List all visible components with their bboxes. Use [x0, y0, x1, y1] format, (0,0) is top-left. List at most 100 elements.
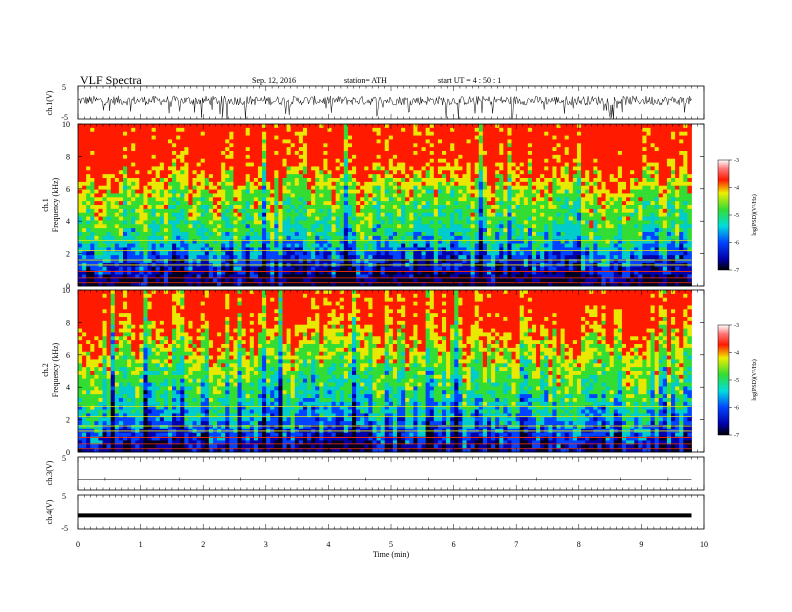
spectrogram-cell	[421, 166, 427, 171]
spectrogram-cell	[122, 154, 128, 160]
spectrogram-cell	[335, 166, 341, 171]
spectrogram-cell	[446, 170, 451, 175]
spectrogram-cell	[360, 266, 365, 271]
spectrogram-cell	[368, 228, 373, 233]
spectrogram-cell	[212, 243, 218, 248]
spectrogram-cell	[433, 239, 439, 244]
spectrogram-cell	[478, 251, 484, 256]
spectrogram-cell	[462, 282, 467, 287]
spectrogram-cell	[323, 151, 328, 156]
spectrogram-cell	[167, 266, 173, 271]
spectrogram-cell	[274, 135, 279, 140]
spectrogram-cell	[307, 166, 312, 171]
spectrogram-cell	[131, 228, 136, 233]
spectrogram-cell	[151, 178, 157, 183]
spectrogram-cell	[225, 193, 230, 198]
spectrogram-cell	[384, 178, 390, 183]
spectrogram-cell	[495, 158, 500, 163]
spectrogram-cell	[249, 220, 255, 225]
spectrogram-cell	[90, 139, 95, 144]
spectrogram-cell	[429, 174, 435, 179]
spectrogram-cell	[392, 139, 398, 144]
spectrogram-cell	[257, 170, 263, 175]
spectrogram-cell	[413, 143, 418, 148]
spectrogram-cell	[233, 201, 238, 206]
spectrogram-cell	[491, 185, 496, 190]
spectrogram-cell	[151, 216, 157, 221]
spectrogram-cell	[147, 201, 153, 206]
spectrogram-cell	[172, 135, 177, 140]
spectrogram-cell	[127, 135, 132, 140]
spectrogram-cell	[286, 193, 292, 198]
spectrogram-cell	[474, 232, 480, 237]
spectrogram-cell	[376, 158, 382, 163]
spectrogram-cell	[339, 251, 345, 256]
spectrogram-cell	[511, 216, 517, 221]
spectrogram-cell	[491, 193, 496, 198]
spectrogram-cell	[270, 278, 275, 283]
spectrogram-cell	[127, 274, 132, 279]
spectrogram-cell	[94, 251, 99, 256]
spectrogram-cell	[196, 270, 202, 275]
spectrogram-cell	[188, 174, 193, 179]
spectrogram-cell	[176, 259, 181, 264]
spectrogram-cell	[380, 135, 386, 140]
spectrogram-cell	[421, 143, 427, 148]
spectrogram-cell	[257, 259, 263, 264]
spectrogram-cell	[172, 282, 177, 287]
spectrogram-cell	[454, 274, 459, 279]
spectrogram-cell	[360, 259, 365, 264]
spectrogram-cell	[462, 131, 467, 136]
spectrogram-cell	[323, 166, 328, 171]
spectrogram-cell	[536, 247, 541, 252]
spectrogram-cell	[507, 274, 512, 279]
spectrogram-cell	[315, 239, 320, 244]
spectrogram-cell	[94, 181, 99, 187]
spectrogram-cell	[204, 178, 210, 183]
spectrogram-cell	[262, 205, 267, 210]
spectrogram-cell	[257, 193, 263, 198]
spectrogram-cell	[257, 143, 263, 148]
spectrogram-cell	[335, 170, 341, 175]
spectrogram-cell	[486, 127, 492, 133]
spectrogram-cell	[180, 255, 185, 260]
spectrogram-cell	[552, 147, 557, 152]
spectrogram-cell	[397, 166, 402, 171]
spectrogram-cell	[495, 135, 500, 140]
spectrogram-cell	[274, 243, 279, 248]
spectrogram-cell	[478, 147, 484, 152]
spectrogram-cell	[421, 193, 427, 198]
spectrogram-cell	[376, 189, 382, 194]
spectrogram-cell	[458, 220, 463, 225]
spectrogram-cell	[323, 235, 328, 241]
spectrogram-cell	[257, 158, 263, 163]
spectrogram-cell	[462, 189, 467, 194]
spectrogram-cell	[548, 239, 553, 244]
spectrogram-cell	[343, 228, 349, 233]
spectrogram-cell	[204, 274, 210, 279]
spectrogram-cell	[184, 166, 189, 171]
spectrogram-cell	[531, 228, 537, 233]
spectrogram-cell	[282, 151, 287, 156]
spectrogram-cell	[458, 259, 463, 264]
spectrogram-cell	[233, 197, 238, 202]
spectrogram-cell	[262, 239, 267, 244]
spectrogram-cell	[335, 251, 341, 256]
spectrogram-cell	[266, 124, 271, 129]
spectrogram-cell	[237, 147, 242, 152]
spectrogram-cell	[388, 239, 394, 244]
spectrogram-cell	[184, 224, 189, 229]
spectrogram-cell	[446, 278, 451, 283]
spectrogram-cell	[159, 278, 165, 283]
spectrogram-cell	[474, 174, 480, 179]
spectrogram-cell	[544, 247, 549, 252]
spectrogram-cell	[90, 170, 95, 175]
spectrogram-cell	[212, 251, 218, 256]
spectrogram-cell	[311, 239, 316, 244]
spectrogram-cell	[343, 170, 349, 175]
spectrogram-cell	[486, 270, 492, 275]
spectrogram-cell	[421, 131, 427, 136]
spectrogram-cell	[499, 193, 504, 198]
spectrogram-cell	[531, 216, 537, 221]
spectrogram-cell	[204, 139, 210, 144]
